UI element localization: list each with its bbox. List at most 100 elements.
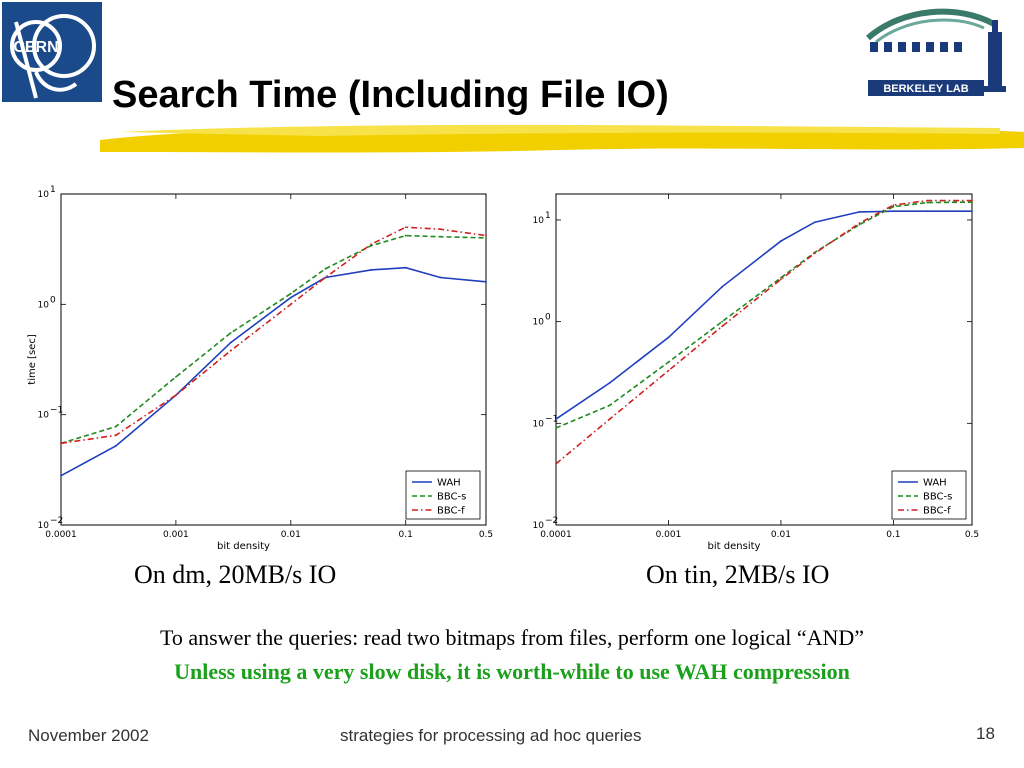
chart1-data-point-wah [60, 474, 62, 477]
chart2-x-tick-label: 0.001 [656, 530, 682, 540]
chart2-series-line-wah [555, 210, 972, 420]
chart1-legend-label-bbc-f: BBC-f [437, 506, 465, 517]
berkeley-lab-logo-icon: BERKELEY LAB [866, 8, 1006, 96]
chart1-legend-label-wah: WAH [437, 478, 461, 489]
chart2-series-line-bbc-s [555, 201, 973, 429]
footer-topic: strategies for processing ad hoc queries [340, 726, 642, 745]
chart1-data-point-bbc-f [114, 434, 117, 437]
chart2-data-point-bbc-f [667, 369, 670, 372]
chart2-data-point-wah [813, 221, 816, 224]
chart2-data-point-bbc-s [780, 276, 782, 279]
chart2-data-point-bbc-s [555, 427, 557, 429]
chart1-data-point-wah [229, 341, 232, 344]
chart1-data-point-wah [439, 276, 442, 279]
chart2-y-tick-exponent: 0 [545, 313, 551, 323]
chart1-y-axis-label: time [sec] [27, 334, 38, 385]
chart1-data-point-bbc-s [485, 237, 487, 239]
chart2-data-point-bbc-s [721, 320, 724, 323]
chart1-data-point-wah [404, 266, 407, 269]
cern-logo-icon: CERN [2, 2, 102, 102]
chart1-y-tick-exponent: 1 [50, 185, 56, 195]
chart2-data-point-bbc-s [858, 223, 861, 226]
chart1-data-point-bbc-f [404, 226, 407, 229]
chart1-data-point-wah [289, 296, 292, 299]
chart2-data-point-bbc-f [971, 199, 973, 202]
chart1-data-point-bbc-s [439, 235, 442, 238]
chart2-data-point-bbc-s [926, 201, 929, 204]
chart1-y-tick-label: 10 [38, 190, 50, 200]
chart1-x-axis-label: bit density [217, 541, 270, 552]
chart2-y-tick-label: 10 [533, 521, 545, 531]
caption-tin: On tin, 2MB/s IO [646, 560, 830, 589]
chart-tin: 0.0001 0.001 0.01 0.1 0.5 10 −2 10 −1 10 0 10 1 bit d… [515, 183, 993, 558]
chart2-plot-frame [555, 193, 973, 526]
chart2-data-point-bbc-f [721, 325, 724, 328]
chart1-data-point-bbc-f [289, 303, 292, 306]
chart1-y-tick-exponent: −2 [50, 516, 63, 526]
chart1-data-point-bbc-f [370, 243, 373, 246]
chart1-data-point-bbc-s [289, 292, 292, 295]
chart1-data-point-bbc-f [174, 394, 177, 397]
chart2-data-point-bbc-f [555, 462, 557, 465]
chart1-data-point-bbc-f [229, 349, 232, 352]
chart2-x-tick-label: 0.5 [965, 530, 979, 540]
chart1-data-point-bbc-s [404, 234, 407, 237]
chart2-data-point-wah [555, 418, 557, 421]
page-title: Search Time (Including File IO) [112, 74, 669, 116]
chart1-y-tick-label: 10 [38, 521, 50, 531]
chart1-y-tick-label: 10 [38, 300, 50, 310]
chart2-data-point-wah [971, 210, 973, 213]
chart1-x-tick-label: 0.01 [281, 530, 301, 540]
chart1-x-tick-label: 0.1 [399, 530, 413, 540]
chart2-data-point-bbc-s [892, 205, 895, 208]
chart1-x-tick-label: 0.0001 [45, 530, 77, 540]
chart1-legend-box [405, 470, 481, 520]
chart2-legend-label-bbc-f: BBC-f [923, 506, 951, 517]
chart1-x-tick-label: 0.001 [163, 530, 189, 540]
chart1-data-point-bbc-s [229, 332, 232, 334]
chart1-data-point-wah [114, 445, 117, 447]
chart2-data-point-bbc-s [667, 361, 670, 364]
cern-logo-text: CERN [13, 39, 58, 56]
chart2-data-point-bbc-f [858, 222, 861, 225]
berkeley-lab-logo-text: BERKELEY LAB [883, 83, 968, 95]
chart2-x-axis-label: bit density [708, 541, 761, 552]
chart2-y-tick-exponent: −2 [545, 516, 558, 526]
chart-dm: 0.0001 0.001 0.01 0.1 0.5 10 −2 10 −1 10 0 10 1 bit d… [22, 183, 500, 558]
chart1-data-point-bbc-s [114, 425, 117, 428]
chart2-legend-box [891, 470, 967, 520]
chart2-y-tick-exponent: 1 [545, 211, 551, 221]
chart2-legend-label-wah: WAH [923, 478, 947, 489]
chart1-y-tick-label: 10 [38, 411, 50, 421]
chart1-data-point-bbc-f [324, 276, 327, 279]
chart2-data-point-bbc-f [608, 418, 611, 421]
chart1-data-point-bbc-s [370, 244, 373, 247]
chart1-data-point-bbc-f [439, 228, 442, 231]
chart2-data-point-bbc-f [892, 204, 895, 206]
chart1-x-tick-label: 0.5 [479, 530, 493, 540]
chart2-y-tick-label: 10 [533, 419, 545, 429]
chart2-x-tick-label: 0.1 [886, 530, 900, 540]
chart2-data-point-bbc-f [780, 278, 782, 281]
chart2-data-point-wah [858, 211, 861, 213]
chart2-data-point-bbc-s [971, 201, 973, 203]
chart1-data-point-wah [370, 269, 373, 271]
chart1-data-point-bbc-f [60, 442, 62, 445]
chart1-series-line-bbc-s [60, 234, 487, 445]
chart2-series-line-bbc-f [555, 199, 972, 465]
chart2-legend-label-bbc-s: BBC-s [923, 492, 952, 503]
chart1-legend-label-bbc-s: BBC-s [437, 492, 466, 503]
footer-date: November 2002 [28, 726, 149, 745]
chart1-data-point-bbc-f [485, 234, 487, 237]
chart1-data-point-wah [485, 280, 487, 283]
chart2-data-point-wah [721, 285, 724, 288]
chart2-x-tick-label: 0.0001 [540, 530, 572, 540]
page-number: 18 [976, 724, 995, 743]
chart2-data-point-wah [608, 381, 611, 384]
title-underline-brush [100, 124, 1024, 153]
chart1-plot-frame [60, 193, 487, 526]
chart2-y-tick-label: 10 [533, 318, 545, 328]
chart2-y-tick-exponent: −1 [545, 414, 558, 424]
